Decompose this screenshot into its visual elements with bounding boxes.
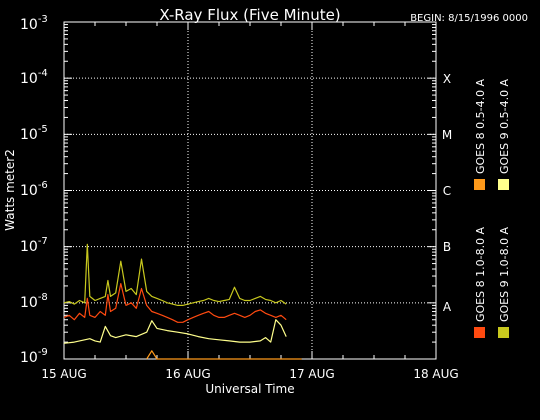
legend-label: GOES 8 1.0-8.0 A <box>474 226 487 322</box>
flare-class-label: C <box>443 184 451 198</box>
begin-label: BEGIN: 8/15/1996 0000 <box>410 13 528 24</box>
series-line-3 <box>63 319 287 344</box>
y-tick-label: 10-4 <box>20 68 48 87</box>
legend-label: GOES 9 1.0-8.0 A <box>498 226 511 322</box>
x-tick-label: 16 AUG <box>165 367 210 381</box>
legend-label: GOES 9 0.5-4.0 A <box>498 78 511 174</box>
y-tick-label: 10-8 <box>20 292 48 311</box>
legend-item-goes9-short: GOES 9 0.5-4.0 A <box>498 78 511 190</box>
y-tick-label: 10-7 <box>20 236 48 255</box>
x-axis-title: Universal Time <box>205 382 294 396</box>
legend: GOES 8 1.0-8.0 A GOES 8 0.5-4.0 A GOES 9… <box>474 78 511 338</box>
legend-swatch <box>498 327 509 338</box>
legend-item-goes8-short: GOES 8 0.5-4.0 A <box>474 78 487 190</box>
legend-item-goes9-long: GOES 9 1.0-8.0 A <box>498 226 511 338</box>
y-tick-label: 10-6 <box>20 180 48 199</box>
flare-class-label: M <box>442 128 452 142</box>
x-tick-label: 15 AUG <box>41 367 86 381</box>
flare-class-label: X <box>443 72 451 86</box>
legend-swatch <box>498 179 509 190</box>
flare-class-labels: X M C B A <box>442 72 452 314</box>
y-tick-label: 10-5 <box>20 124 48 143</box>
series-line-1 <box>146 350 302 360</box>
series-line-0 <box>63 283 287 323</box>
series-layer <box>63 243 302 360</box>
x-axis-tick-labels: 15 AUG 16 AUG 17 AUG 18 AUG <box>41 367 458 381</box>
y-tick-label: 10-9 <box>20 347 48 366</box>
flare-class-label: A <box>443 300 452 314</box>
legend-item-goes8-long: GOES 8 1.0-8.0 A <box>474 226 487 338</box>
grid-lines <box>64 22 436 359</box>
y-axis-tick-labels: 10-3 10-4 10-5 10-6 10-7 10-8 10-9 <box>20 14 48 366</box>
flare-class-label: B <box>443 240 451 254</box>
legend-swatch <box>474 327 485 338</box>
chart-title: X-Ray Flux (Five Minute) <box>159 6 340 24</box>
legend-swatch <box>474 179 485 190</box>
series-line-2 <box>63 243 287 306</box>
y-axis-title: Watts meter2 <box>3 149 17 231</box>
axis-ticks <box>63 22 437 360</box>
y-tick-label: 10-3 <box>20 14 48 33</box>
legend-label: GOES 8 0.5-4.0 A <box>474 78 487 174</box>
x-tick-label: 17 AUG <box>289 367 334 381</box>
x-tick-label: 18 AUG <box>413 367 458 381</box>
